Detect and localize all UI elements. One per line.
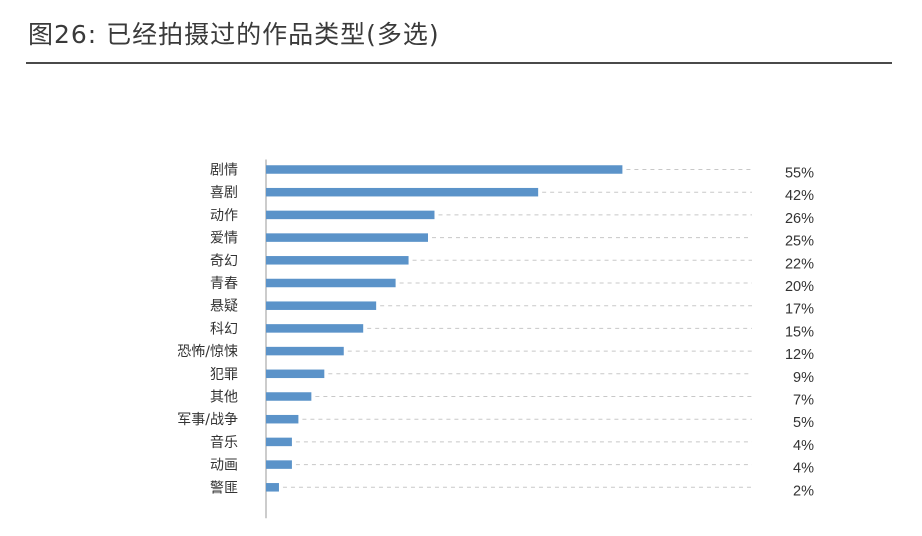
category-label: 青春 [210, 276, 238, 292]
category-label: 爱情 [210, 231, 238, 247]
bar [266, 437, 292, 447]
category-label: 喜剧 [210, 185, 238, 201]
bar [266, 392, 312, 401]
bar [266, 301, 377, 310]
bar [266, 346, 344, 356]
category-label: 警匪 [210, 480, 238, 496]
value-label: 5% [793, 415, 814, 431]
category-label: 悬疑 [210, 299, 238, 315]
category-label: 奇幻 [210, 252, 238, 269]
bar [266, 233, 428, 242]
value-label: 7% [793, 393, 814, 409]
value-label: 4% [793, 461, 814, 477]
value-label: 12% [785, 347, 814, 363]
category-label: 科幻 [210, 321, 238, 337]
category-label: 动作 [210, 208, 238, 224]
value-label: 22% [785, 256, 814, 272]
category-label: 剧情 [210, 163, 238, 179]
category-label: 恐怖/惊悚 [177, 343, 238, 360]
value-label: 26% [785, 211, 814, 227]
bar [266, 278, 396, 288]
value-label: 42% [785, 188, 814, 204]
bar [266, 210, 435, 220]
category-label: 军事/战争 [177, 412, 238, 428]
value-label: 25% [785, 234, 814, 250]
bar [266, 187, 539, 197]
bar [266, 165, 623, 174]
category-label: 其他 [210, 390, 238, 406]
value-label: 9% [793, 370, 814, 386]
value-label: 20% [785, 279, 814, 295]
bar [266, 483, 279, 492]
bar [266, 256, 409, 265]
bar [266, 414, 299, 424]
value-label: 55% [785, 166, 814, 182]
category-label: 动画 [210, 458, 238, 474]
bar [266, 460, 292, 469]
category-label: 犯罪 [210, 367, 238, 383]
category-label: 音乐 [210, 434, 238, 451]
title-divider [26, 62, 892, 64]
value-label: 17% [785, 302, 814, 318]
chart-title: 图26: 已经拍摄过的作品类型(多选) [28, 20, 440, 49]
value-label: 4% [793, 438, 814, 454]
value-label: 15% [785, 324, 814, 340]
bar [266, 324, 364, 333]
bar [266, 369, 325, 379]
value-label: 2% [793, 483, 814, 499]
